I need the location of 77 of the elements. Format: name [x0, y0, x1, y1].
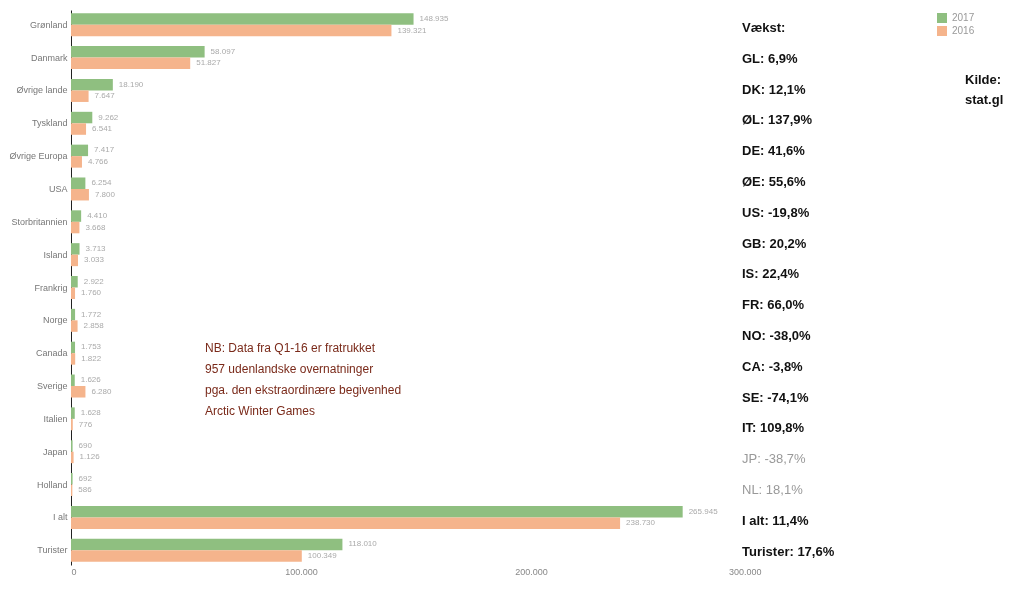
annotation: US: -19,8%	[742, 203, 810, 222]
annotation: IT: 109,8%	[742, 419, 805, 438]
annotation: Turister: 17,6%	[742, 542, 835, 561]
annotation: Vækst:	[742, 19, 786, 37]
data-label: 7.417	[94, 145, 115, 155]
text: Kilde: stat.gl	[965, 71, 1004, 109]
data-label: 3.668	[85, 222, 107, 232]
data-label: 3.033	[83, 255, 105, 265]
data-label: 776	[78, 419, 93, 429]
data-label: 6.280	[91, 386, 113, 396]
y-tick-label: Japan	[42, 446, 68, 457]
data-label: 7.647	[94, 91, 116, 101]
x-tick-label: 200.000	[515, 566, 548, 577]
data-label: 1.626	[80, 375, 102, 385]
annotation: JP: -38,7%	[742, 450, 806, 469]
data-label: 139.321	[397, 25, 427, 35]
legend-label: 2016	[952, 25, 975, 36]
y-tick-label: Canada	[35, 348, 68, 359]
data-label: 118.010	[348, 539, 378, 549]
y-tick-label: Danmark	[30, 52, 68, 63]
x-tick-label: 100.000	[285, 566, 318, 577]
annotation: IS: 22,4%	[742, 265, 800, 284]
annotation: ØL: 137,9%	[742, 111, 813, 130]
data-label: 1.822	[81, 353, 102, 363]
data-label: 3.713	[85, 243, 107, 253]
annotation: FR: 66,0%	[742, 296, 805, 315]
x-tick-label: 0	[71, 566, 77, 577]
annotation: NB: Data fra Q1-16 er fratrukket 957 udenlandske overnatninger pga. den ekstraordinære begivenhed Arctic Winter Games	[205, 340, 402, 420]
data-label: 1.126	[79, 452, 101, 462]
data-label: 6.541	[92, 124, 113, 134]
annotation: GL: 6,9%	[742, 49, 798, 68]
annotation: NL: 18,1%	[742, 481, 803, 499]
x-tick-label: 300.000	[728, 566, 762, 577]
annotation: I alt: 11,4%	[742, 511, 809, 530]
data-label: 692	[78, 473, 93, 483]
data-label: 7.800	[94, 189, 116, 199]
y-tick-label: Øvrige lande	[16, 85, 68, 96]
y-tick-label: Øvrige Europa	[9, 151, 68, 162]
data-label: 1.753	[81, 342, 102, 352]
data-label: 2.858	[83, 321, 105, 331]
legend-label: 2017	[952, 12, 975, 23]
y-tick-label: Tyskland	[31, 118, 68, 129]
y-tick-label: Sverige	[36, 381, 68, 392]
annotation: DK: 12,1%	[742, 80, 806, 99]
annotation: GB: 20,2%	[742, 234, 807, 253]
data-label: 2.922	[83, 276, 105, 286]
data-label: 265.945	[688, 506, 719, 516]
annotation: NO: -38,0%	[742, 327, 811, 345]
data-label: 1.628	[80, 408, 102, 418]
data-label: 586	[78, 485, 93, 495]
annotation: ØE: 55,6%	[742, 173, 806, 191]
data-label: 690	[78, 440, 93, 450]
data-label: 4.766	[87, 156, 109, 166]
data-label: 238.730	[626, 518, 656, 528]
y-tick-label: Norge	[42, 315, 68, 326]
data-label: 1.760	[81, 288, 102, 298]
data-label: 18.190	[118, 79, 144, 89]
y-tick-label: I alt	[52, 512, 68, 523]
y-tick-label: Holland	[36, 479, 68, 490]
data-label: 9.262	[98, 112, 119, 122]
data-label: 6.254	[91, 178, 112, 188]
y-tick-label: Frankrig	[34, 282, 68, 293]
annotation: DE: 41,6%	[742, 142, 805, 161]
annotation: SE: -74,1%	[742, 388, 809, 407]
annotation: CA: -3,8%	[742, 357, 803, 376]
y-tick-label: USA	[48, 183, 68, 194]
data-label: 1.772	[81, 309, 102, 319]
data-label: 4.410	[87, 211, 108, 221]
y-tick-label: Storbritannien	[11, 216, 68, 227]
data-label: 58.097	[210, 46, 236, 56]
data-label: 100.349	[307, 550, 338, 560]
data-label: 148.935	[419, 14, 450, 24]
y-tick-label: Island	[43, 249, 68, 260]
y-tick-label: Italien	[43, 413, 68, 424]
y-tick-label: Grønland	[29, 19, 68, 30]
data-label: 51.827	[196, 58, 222, 68]
y-tick-label: Turister	[37, 545, 68, 556]
